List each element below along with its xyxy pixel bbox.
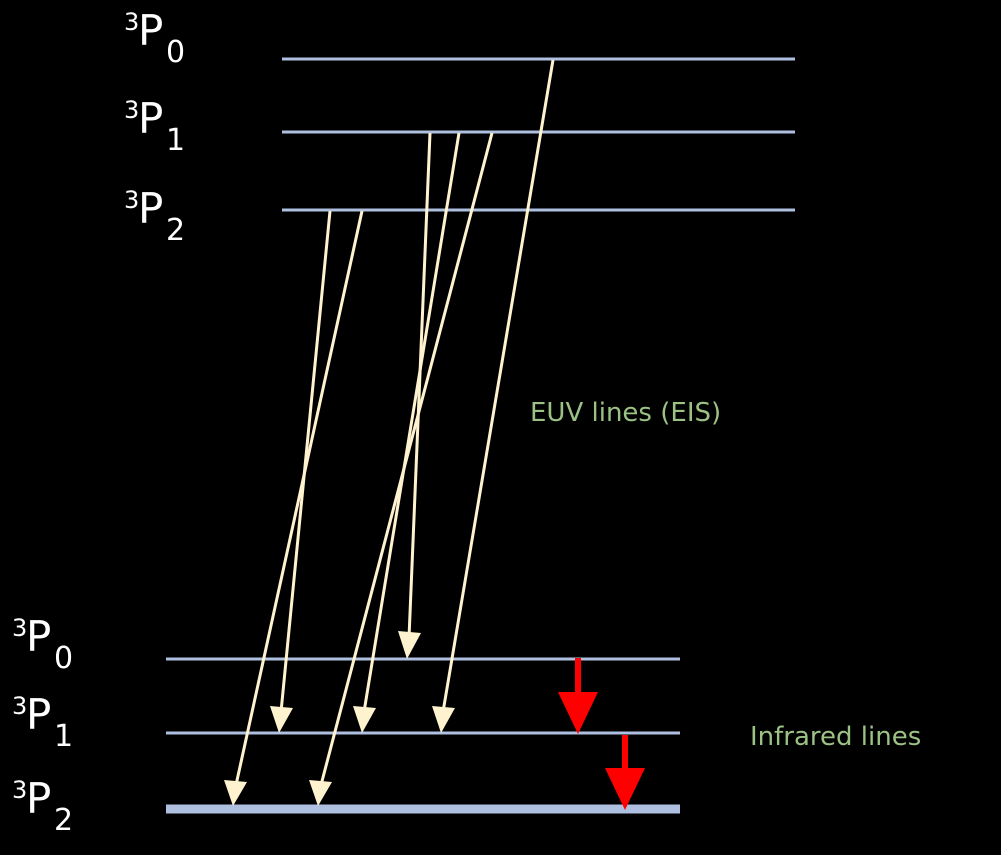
- euv-arrow-1-2: [309, 132, 494, 806]
- label-subscript: 2: [54, 803, 74, 838]
- label-letter: P: [138, 94, 164, 143]
- label-letter: P: [26, 690, 52, 739]
- label-subscript: 2: [166, 213, 186, 248]
- label-superscript: 3: [124, 8, 140, 36]
- label-superscript: 3: [12, 776, 28, 804]
- label-letter: P: [26, 774, 52, 823]
- euv-arrow-2-1: [270, 210, 332, 733]
- label-letter: P: [138, 6, 164, 55]
- label-superscript: 3: [12, 692, 28, 720]
- euv-arrow-0-1: [432, 59, 555, 733]
- label-subscript: 1: [166, 123, 186, 158]
- label-letter: P: [26, 612, 52, 661]
- ir-arrow-0-1: [558, 658, 598, 734]
- label-superscript: 3: [12, 614, 28, 642]
- infrared-lines-annotation: Infrared lines: [750, 722, 922, 752]
- label-subscript: 0: [166, 35, 186, 70]
- label-subscript: 1: [54, 719, 74, 754]
- label-superscript: 3: [124, 186, 140, 214]
- label-subscript: 0: [54, 641, 74, 676]
- ir-arrow-1-2: [605, 735, 645, 810]
- label-letter: P: [138, 184, 164, 233]
- label-superscript: 3: [124, 96, 140, 124]
- euv-arrow-2-2: [224, 210, 364, 806]
- euv-lines-annotation: EUV lines (EIS): [530, 398, 722, 428]
- euv-arrow-1-0: [398, 132, 432, 659]
- euv-arrow-1-1: [353, 132, 461, 733]
